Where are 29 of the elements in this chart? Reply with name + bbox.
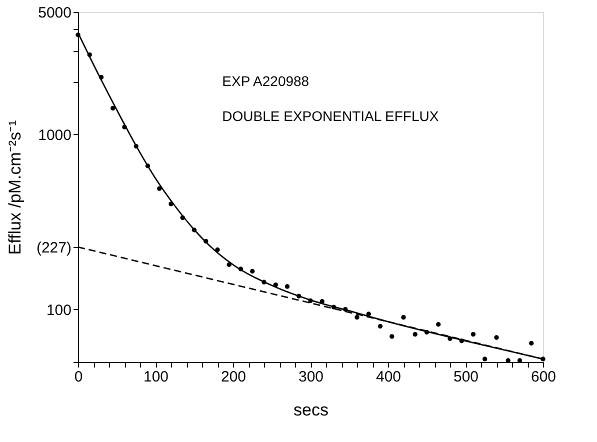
x-tick-label: 500 (453, 368, 479, 386)
point (529, 340, 534, 346)
x-axis-title: secs (294, 400, 328, 420)
annotation: EXP A220988 (222, 73, 310, 89)
y-axis-title: Efflux /pM.cm⁻²s⁻¹ (5, 120, 24, 255)
point (378, 324, 383, 329)
y-tick-label: 1000 (38, 126, 72, 144)
y-tick-label: 5000 (38, 4, 72, 22)
point (401, 314, 406, 320)
point (354, 314, 360, 320)
y-tick-label: 100 (46, 302, 72, 319)
x-tick-label: 100 (143, 368, 169, 386)
point (436, 322, 441, 327)
point (482, 356, 488, 362)
x-tick-label: 600 (530, 368, 556, 386)
x-tick-label: 0 (74, 368, 83, 386)
annotation: DOUBLE EXPONENTIAL EFFLUX (222, 108, 440, 124)
y-tick-label: (227) (36, 240, 72, 257)
point (284, 284, 290, 289)
point (110, 106, 116, 111)
point (412, 332, 418, 337)
point (157, 186, 162, 191)
x-tick-label: 200 (220, 368, 246, 386)
point (470, 332, 476, 337)
x-tick-label: 300 (298, 368, 324, 386)
point (250, 268, 255, 274)
point (390, 334, 394, 339)
x-tick-label: 400 (376, 368, 402, 386)
point (494, 335, 499, 340)
